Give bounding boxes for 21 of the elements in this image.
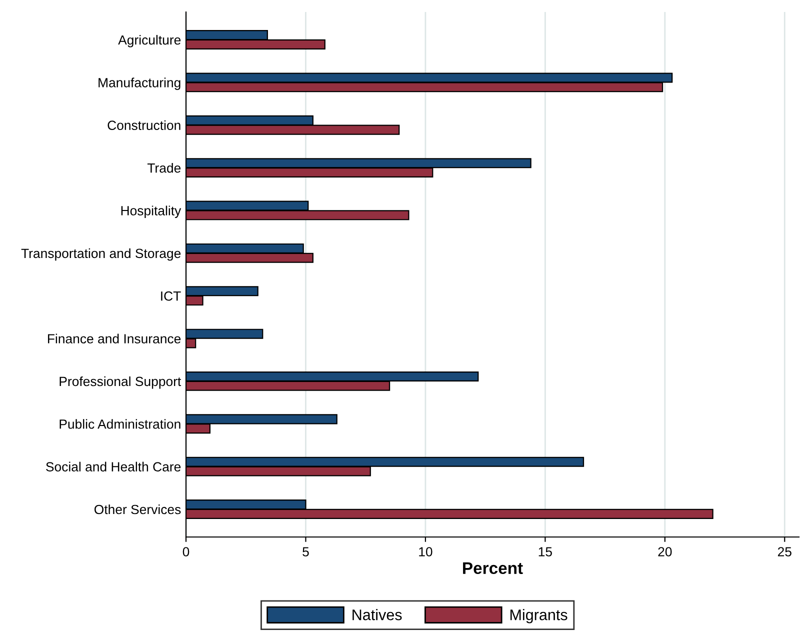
x-tick-label: 0 [182,547,190,556]
y-tick-label: Other Services [94,504,181,514]
y-tick-label: Transportation and Storage [21,248,181,261]
y-tick-label: Trade [147,163,181,173]
legend-label: Migrants [510,609,568,624]
x-axis-title: Percent [463,562,523,574]
y-tick-label: Social and Health Care [46,462,181,472]
x-tick-label: 25 [778,547,792,556]
y-tick-label: Construction [108,120,180,130]
x-tick-label: 15 [538,547,552,556]
x-tick-label: 20 [658,547,672,556]
y-tick-label: Professional Support [60,376,182,389]
y-tick-label: Manufacturing [98,78,180,90]
x-tick-label: 5 [302,547,309,556]
y-tick-label: ICT [161,291,181,301]
y-tick-label: Public Administration [60,419,180,429]
legend-label: Natives [352,609,402,620]
y-tick-label: Agriculture [118,34,181,48]
y-tick-label: Hospitality [121,206,182,218]
y-tick-label: Finance and Insurance [48,334,181,344]
x-tick-label: 10 [419,547,432,556]
